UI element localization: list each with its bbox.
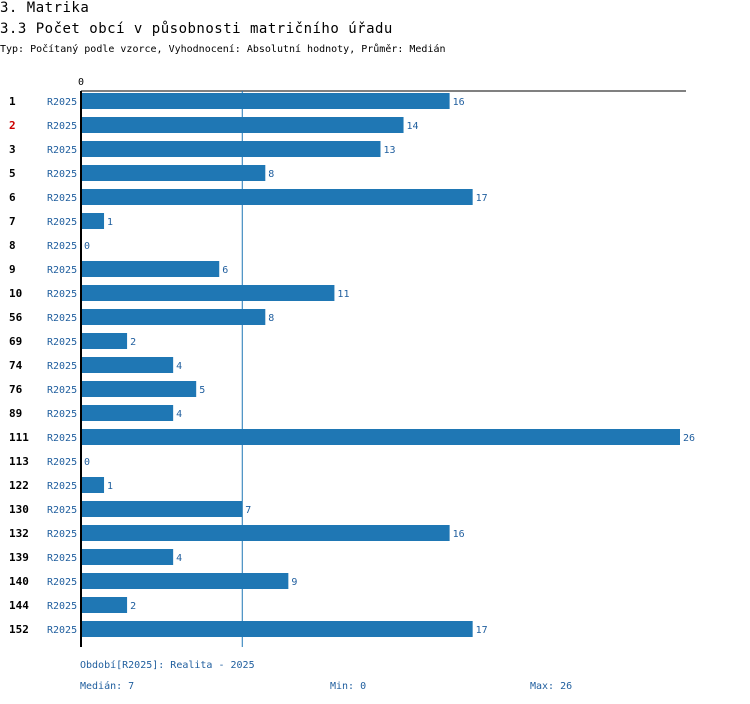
category-label: 76 <box>9 383 23 396</box>
category-label: 74 <box>9 359 23 372</box>
bar <box>81 309 266 325</box>
section-title: 3. Matrika <box>0 0 90 16</box>
category-label: 8 <box>9 239 16 252</box>
category-label: 9 <box>9 263 16 276</box>
series-label: R2025 <box>47 241 77 252</box>
category-label: 3 <box>9 143 16 156</box>
bar <box>81 573 289 589</box>
series-label: R2025 <box>47 625 77 636</box>
bar <box>81 597 128 613</box>
bar <box>81 477 105 493</box>
series-label: R2025 <box>47 529 77 540</box>
series-label: R2025 <box>47 217 77 228</box>
value-label: 4 <box>176 361 182 372</box>
series-label: R2025 <box>47 553 77 564</box>
series-label: R2025 <box>47 601 77 612</box>
series-label: R2025 <box>47 577 77 588</box>
value-label: 0 <box>84 457 90 468</box>
value-label: 1 <box>107 217 113 228</box>
series-label: R2025 <box>47 289 77 300</box>
series-label: R2025 <box>47 169 77 180</box>
category-label: 69 <box>9 335 22 348</box>
bar <box>81 549 174 565</box>
value-label: 1 <box>107 481 113 492</box>
category-label: 56 <box>9 311 23 324</box>
bar-chart: 01 R2025 162 R2025 143 R2025 135 R2025 86 R2025 17… <box>9 77 695 647</box>
value-label: 26 <box>683 433 695 444</box>
category-label: 10 <box>9 287 22 300</box>
bar <box>81 525 450 541</box>
series-label: R2025 <box>47 457 77 468</box>
series-label: R2025 <box>47 313 77 324</box>
value-label: 8 <box>268 313 274 324</box>
series-label: R2025 <box>47 97 77 108</box>
category-label: 6 <box>9 191 16 204</box>
bar <box>81 429 680 445</box>
category-label: 7 <box>9 215 16 228</box>
series-label: R2025 <box>47 505 77 516</box>
bar <box>81 381 197 397</box>
value-label: 16 <box>453 529 465 540</box>
category-label: 130 <box>9 503 29 516</box>
value-label: 2 <box>130 601 136 612</box>
bar <box>81 93 450 109</box>
category-label: 144 <box>9 599 29 612</box>
category-label: 113 <box>9 455 29 468</box>
series-label: R2025 <box>47 385 77 396</box>
value-label: 16 <box>453 97 465 108</box>
series-label: R2025 <box>47 145 77 156</box>
value-label: 9 <box>291 577 297 588</box>
bar <box>81 357 174 373</box>
chart-title: 3.3 Počet obcí v působnosti matričního ú… <box>0 21 393 37</box>
value-label: 13 <box>384 145 396 156</box>
series-label: R2025 <box>47 361 77 372</box>
value-label: 4 <box>176 409 182 420</box>
category-label: 139 <box>9 551 29 564</box>
category-label: 111 <box>9 431 29 444</box>
category-label: 2 <box>9 119 16 132</box>
series-label: R2025 <box>47 481 77 492</box>
value-label: 11 <box>337 289 349 300</box>
category-label: 140 <box>9 575 29 588</box>
bar <box>81 213 105 229</box>
bar <box>81 165 266 181</box>
bar <box>81 189 473 205</box>
value-label: 2 <box>130 337 136 348</box>
series-label: R2025 <box>47 433 77 444</box>
value-label: 17 <box>476 193 488 204</box>
category-label: 5 <box>9 167 16 180</box>
value-label: 5 <box>199 385 205 396</box>
value-label: 7 <box>245 505 251 516</box>
category-label: 89 <box>9 407 22 420</box>
value-label: 4 <box>176 553 182 564</box>
series-label: R2025 <box>47 409 77 420</box>
footer-period: Období[R2025]: Realita - 2025 <box>80 660 255 671</box>
bar <box>81 405 174 421</box>
footer-max: Max: 26 <box>530 681 573 692</box>
bar <box>81 141 381 157</box>
bar <box>81 117 404 133</box>
value-label: 6 <box>222 265 228 276</box>
category-label: 1 <box>9 95 16 108</box>
axis-zero-label: 0 <box>78 77 84 88</box>
series-label: R2025 <box>47 265 77 276</box>
value-label: 0 <box>84 241 90 252</box>
bar <box>81 621 473 637</box>
bar <box>81 261 220 277</box>
bar <box>81 501 243 517</box>
series-label: R2025 <box>47 121 77 132</box>
series-label: R2025 <box>47 337 77 348</box>
category-label: 122 <box>9 479 29 492</box>
value-label: 14 <box>407 121 419 132</box>
footer-median: Medián: 7 <box>80 681 135 692</box>
footer-min: Min: 0 <box>330 681 367 692</box>
category-label: 152 <box>9 623 29 636</box>
series-label: R2025 <box>47 193 77 204</box>
bar <box>81 333 128 349</box>
category-label: 132 <box>9 527 29 540</box>
value-label: 8 <box>268 169 274 180</box>
chart-subtitle: Typ: Počítaný podle vzorce, Vyhodnocení:… <box>0 44 446 55</box>
bar <box>81 285 335 301</box>
value-label: 17 <box>476 625 488 636</box>
